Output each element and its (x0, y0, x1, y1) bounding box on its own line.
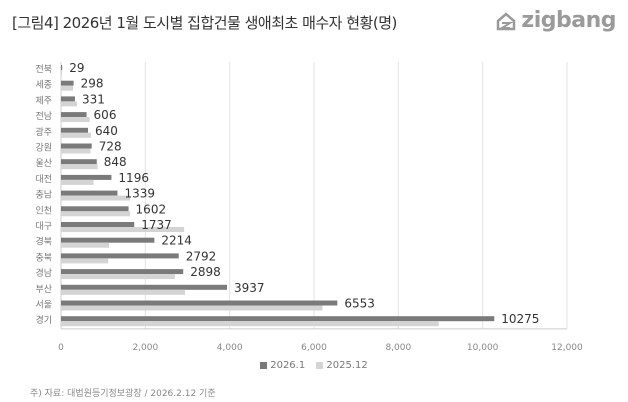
data-label: 1196 (118, 171, 149, 185)
data-label: 2214 (161, 234, 192, 248)
bar-2026-1 (61, 284, 228, 290)
bar-2026-1 (61, 269, 184, 275)
legend-item-2026-1: 2026.1 (260, 360, 305, 371)
data-label: 640 (95, 124, 118, 138)
bar-2026-1 (61, 159, 97, 165)
category-label: 부산 (35, 284, 52, 295)
category-label: 전북 (35, 64, 52, 75)
category-label: 강원 (35, 143, 52, 154)
bar-2025-12 (61, 195, 131, 201)
data-label: 29 (69, 61, 84, 75)
category-label: 충남 (35, 190, 52, 201)
data-label: 6553 (344, 297, 375, 311)
bar-2026-1 (61, 65, 63, 70)
legend-label: 2025.12 (326, 360, 368, 371)
bar-2025-12 (61, 117, 90, 123)
zigbang-logo: zigbang (495, 8, 616, 33)
bar-2026-1 (61, 237, 155, 243)
data-label: 1602 (136, 202, 167, 216)
bar-2025-12 (61, 148, 91, 154)
bar-chart: 0 2,000 4,000 6,000 8,000 10,000 12,000 전북 29 세종 2… (35, 61, 583, 353)
category-label: 제주 (35, 95, 52, 106)
category-label: 서울 (35, 300, 52, 311)
data-label: 848 (104, 155, 127, 169)
bar-2026-1 (61, 206, 129, 212)
data-label: 606 (94, 108, 117, 122)
data-label: 3937 (234, 281, 265, 295)
bar-2025-12 (61, 164, 98, 170)
category-label: 경기 (35, 314, 52, 326)
category-label: 경북 (35, 236, 52, 248)
legend: 2026.1 2025.12 (0, 360, 628, 371)
data-label: 298 (81, 77, 104, 91)
x-tick-label: 0 (58, 343, 64, 353)
legend-item-2025-12: 2025.12 (316, 360, 368, 371)
bar-2025-12 (61, 242, 110, 248)
data-label: 728 (99, 140, 122, 154)
logo-text: zigbang (521, 8, 616, 33)
data-label: 331 (82, 92, 105, 106)
category-label: 전남 (35, 111, 52, 122)
zigbang-house-icon (497, 11, 516, 30)
data-label: 10275 (501, 312, 539, 326)
category-label: 충북 (35, 252, 52, 263)
category-label: 울산 (35, 158, 52, 169)
legend-swatch (316, 361, 324, 369)
bar-2025-12 (61, 85, 73, 91)
footnote: 주) 자료: 대법원등기정보광장 / 2026.2.12 기준 (30, 389, 216, 399)
category-label: 인천 (35, 205, 52, 216)
bar-2025-12 (61, 305, 323, 311)
x-tick-label: 4,000 (217, 343, 243, 353)
category-label: 세종 (35, 80, 52, 91)
chart-title: [그림4] 2026년 1월 도시별 집합건물 생애최초 매수자 현황(명) (12, 14, 397, 32)
x-tick-label: 6,000 (301, 343, 327, 353)
bar-2026-1 (61, 112, 87, 118)
category-label: 경남 (35, 267, 52, 279)
category-label: 대전 (35, 174, 52, 185)
bar-2025-12 (61, 227, 185, 232)
bar-2025-12 (61, 179, 94, 185)
x-tick-label: 12,000 (551, 343, 583, 353)
bar-2026-1 (61, 222, 135, 227)
legend-swatch (260, 361, 268, 369)
bar-2026-1 (61, 253, 179, 259)
data-label: 1339 (124, 187, 155, 201)
bar-2025-12 (61, 70, 63, 75)
x-tick-label: 2,000 (132, 343, 158, 353)
bar-2026-1 (61, 80, 74, 86)
legend-label: 2026.1 (270, 360, 306, 371)
bar-2025-12 (61, 101, 78, 107)
x-tick-label: 10,000 (467, 343, 499, 353)
bar-2026-1 (61, 127, 88, 133)
bar-2025-12 (61, 274, 175, 280)
bar-2026-1 (61, 174, 112, 180)
bar-2025-12 (61, 289, 185, 295)
bar-2025-12 (61, 321, 439, 327)
bar-2026-1 (61, 96, 75, 102)
bar-2026-1 (61, 143, 92, 149)
category-label: 광주 (35, 126, 52, 138)
bar-2025-12 (61, 132, 91, 138)
x-tick-label: 8,000 (385, 343, 411, 353)
bar-2025-12 (61, 258, 109, 264)
bar-2026-1 (61, 190, 118, 196)
bar-2026-1 (61, 316, 495, 322)
data-label: 2792 (186, 249, 217, 263)
bar-2025-12 (61, 211, 131, 217)
bar-2026-1 (61, 300, 338, 306)
data-label: 2898 (190, 265, 221, 279)
category-label: 대구 (35, 221, 52, 232)
data-label: 1737 (141, 218, 172, 232)
